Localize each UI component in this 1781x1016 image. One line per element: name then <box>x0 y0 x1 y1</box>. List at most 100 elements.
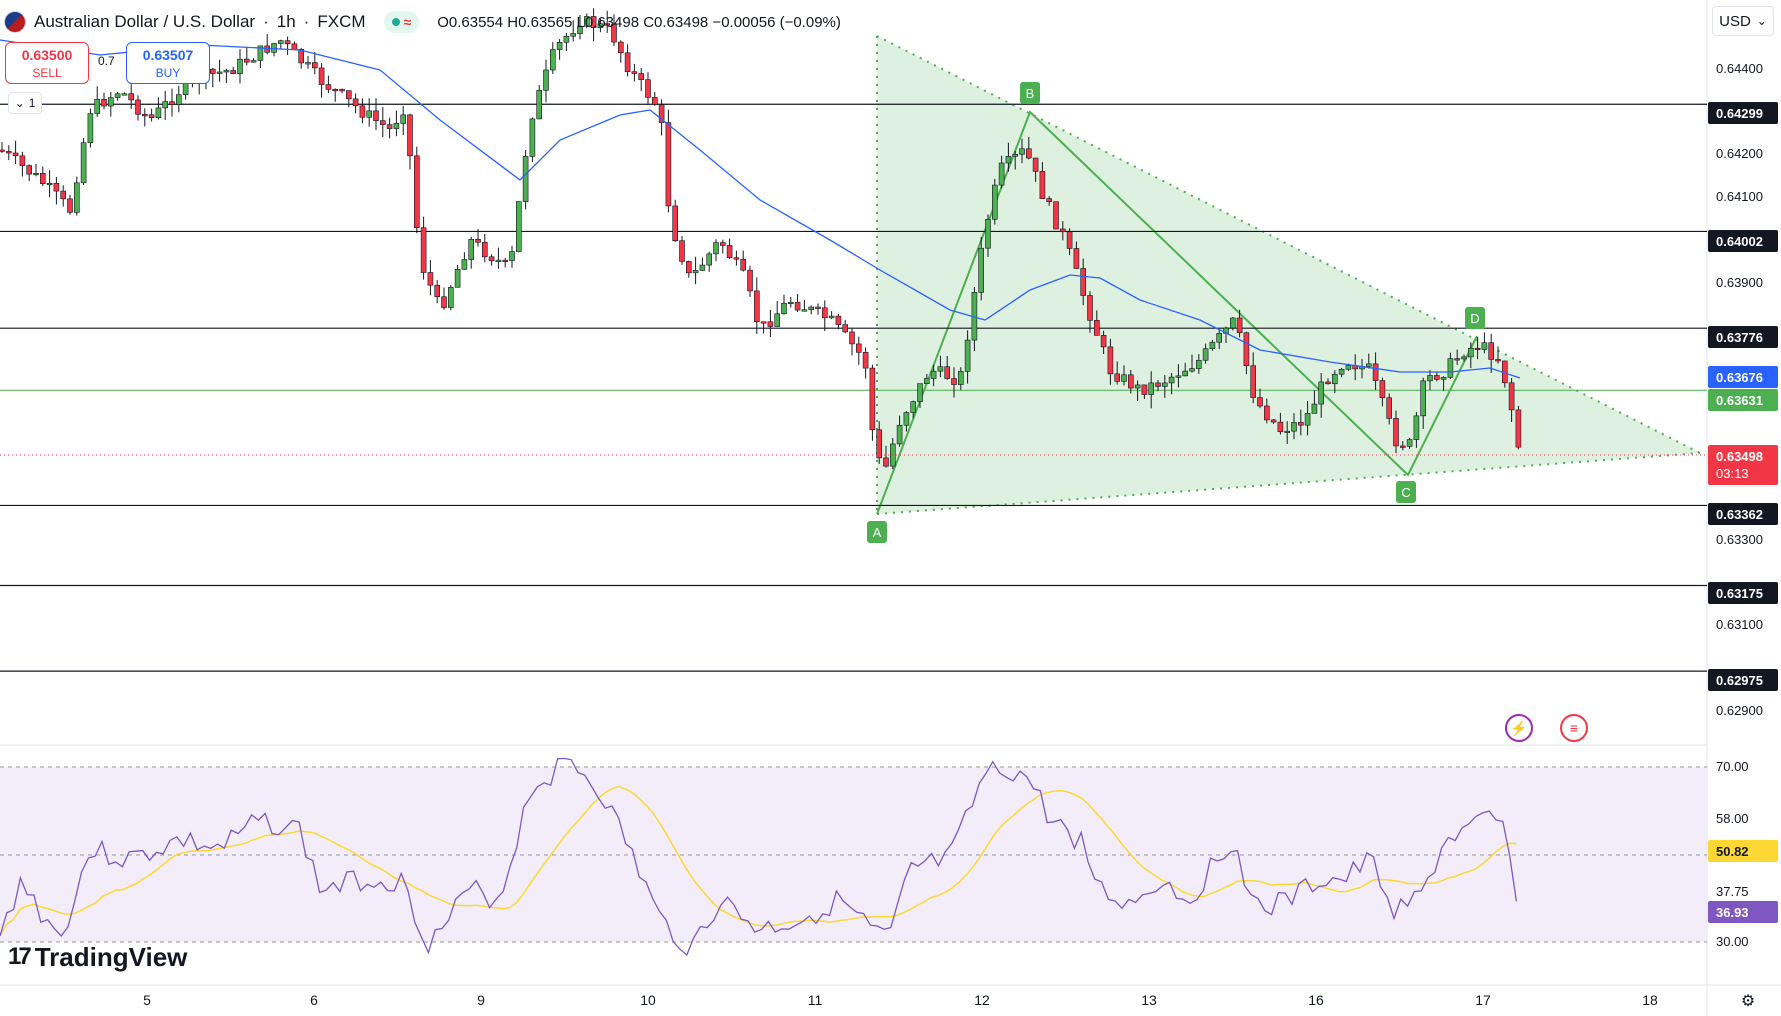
candle-body[interactable] <box>162 101 168 109</box>
candle-body[interactable] <box>135 99 141 115</box>
candle-body[interactable] <box>855 343 862 353</box>
candle-body[interactable] <box>1175 375 1182 378</box>
candle-body[interactable] <box>1284 430 1290 433</box>
level-tag-62975[interactable]: 0.62975 <box>1708 669 1778 691</box>
candle-body[interactable] <box>556 42 563 50</box>
candle-body[interactable] <box>645 79 651 98</box>
candle-body[interactable] <box>325 84 332 90</box>
candle-body[interactable] <box>12 152 19 157</box>
tradingview-logo[interactable]: 17 TradingView <box>8 942 187 972</box>
candle-body[interactable] <box>1189 368 1195 372</box>
candle-body[interactable] <box>311 62 318 69</box>
candle-body[interactable] <box>475 239 481 243</box>
candle-body[interactable] <box>617 41 624 54</box>
candle-body[interactable] <box>114 93 121 98</box>
candle-body[interactable] <box>468 239 475 260</box>
candle-body[interactable] <box>570 33 577 37</box>
candle-body[interactable] <box>876 429 883 459</box>
candle-body[interactable] <box>373 110 379 121</box>
candle-body[interactable] <box>1019 148 1025 155</box>
candle-body[interactable] <box>1434 375 1440 380</box>
candle-body[interactable] <box>978 247 985 293</box>
candle-body[interactable] <box>1032 157 1039 172</box>
candle-body[interactable] <box>19 155 26 166</box>
lightning-event-icon[interactable]: ⚡ <box>1505 714 1533 742</box>
candle-body[interactable] <box>39 172 46 184</box>
candle-body[interactable] <box>767 321 774 327</box>
candle-body[interactable] <box>1420 380 1426 417</box>
candle-body[interactable] <box>230 70 236 74</box>
candle-body[interactable] <box>631 71 638 74</box>
collapse-button[interactable]: ⌄ 1 <box>8 92 42 114</box>
candle-body[interactable] <box>1474 347 1481 351</box>
candle-body[interactable] <box>379 120 386 125</box>
candle-body[interactable] <box>835 315 842 325</box>
candle-body[interactable] <box>1406 439 1413 447</box>
candle-body[interactable] <box>753 290 760 323</box>
candle-body[interactable] <box>1311 403 1318 414</box>
candle-body[interactable] <box>944 366 951 379</box>
candle-body[interactable] <box>1066 231 1073 249</box>
gear-icon[interactable]: ⚙ <box>1740 993 1756 1010</box>
candle-body[interactable] <box>264 45 271 53</box>
candle-body[interactable] <box>1155 382 1161 387</box>
candle-body[interactable] <box>1094 319 1100 336</box>
level-tag-63631[interactable]: 0.63631 <box>1708 389 1778 411</box>
candle-body[interactable] <box>1264 405 1270 421</box>
candle-body[interactable] <box>536 90 543 120</box>
candle-body[interactable] <box>1413 415 1420 440</box>
candle-body[interactable] <box>1196 359 1202 369</box>
candle-body[interactable] <box>67 198 73 213</box>
candle-body[interactable] <box>434 284 441 298</box>
candle-body[interactable] <box>223 70 230 73</box>
candle-body[interactable] <box>1277 421 1284 433</box>
candle-body[interactable] <box>719 242 726 246</box>
level-tag-63776[interactable]: 0.63776 <box>1708 326 1778 348</box>
candle-body[interactable] <box>672 205 679 241</box>
candle-body[interactable] <box>522 156 529 202</box>
candle-body[interactable] <box>726 245 733 258</box>
candle-body[interactable] <box>128 93 134 101</box>
candle-body[interactable] <box>1257 397 1263 407</box>
candle-body[interactable] <box>549 49 556 71</box>
market-status-badge[interactable]: ≈ <box>383 11 420 33</box>
candle-body[interactable] <box>339 89 345 92</box>
candle-body[interactable] <box>461 259 468 270</box>
candle-body[interactable] <box>1236 317 1243 334</box>
candle-body[interactable] <box>101 99 107 107</box>
candle-body[interactable] <box>420 227 427 273</box>
candle-body[interactable] <box>6 151 12 154</box>
candle-body[interactable] <box>94 99 100 114</box>
candle-body[interactable] <box>733 257 740 260</box>
candle-body[interactable] <box>1332 373 1338 385</box>
candle-body[interactable] <box>917 383 923 402</box>
candle-body[interactable] <box>774 313 781 327</box>
candle-body[interactable] <box>801 309 808 312</box>
candle-body[interactable] <box>1100 335 1107 348</box>
candle-body[interactable] <box>1515 409 1522 448</box>
candle-body[interactable] <box>1230 317 1236 329</box>
candle-body[interactable] <box>849 331 855 345</box>
candle-body[interactable] <box>108 97 114 107</box>
candle-body[interactable] <box>210 68 216 74</box>
candle-body[interactable] <box>577 25 583 34</box>
level-tag-63362[interactable]: 0.63362 <box>1708 503 1778 525</box>
candle-body[interactable] <box>169 101 175 105</box>
candle-body[interactable] <box>237 58 243 74</box>
candle-body[interactable] <box>794 301 801 311</box>
candle-body[interactable] <box>244 58 250 63</box>
candle-body[interactable] <box>597 23 604 28</box>
candle-body[interactable] <box>400 114 407 124</box>
candle-body[interactable] <box>964 339 971 372</box>
candle-body[interactable] <box>740 258 747 271</box>
candle-body[interactable] <box>87 113 94 143</box>
candle-body[interactable] <box>1053 201 1059 230</box>
level-tag-63175[interactable]: 0.63175 <box>1708 582 1778 604</box>
candle-body[interactable] <box>1107 346 1114 375</box>
candle-body[interactable] <box>305 62 311 65</box>
candle-body[interactable] <box>1005 156 1012 164</box>
us-flag-event-icon[interactable]: ≡ <box>1560 714 1588 742</box>
candle-body[interactable] <box>1134 384 1141 389</box>
candle-body[interactable] <box>454 269 461 288</box>
candle-body[interactable] <box>543 69 549 91</box>
